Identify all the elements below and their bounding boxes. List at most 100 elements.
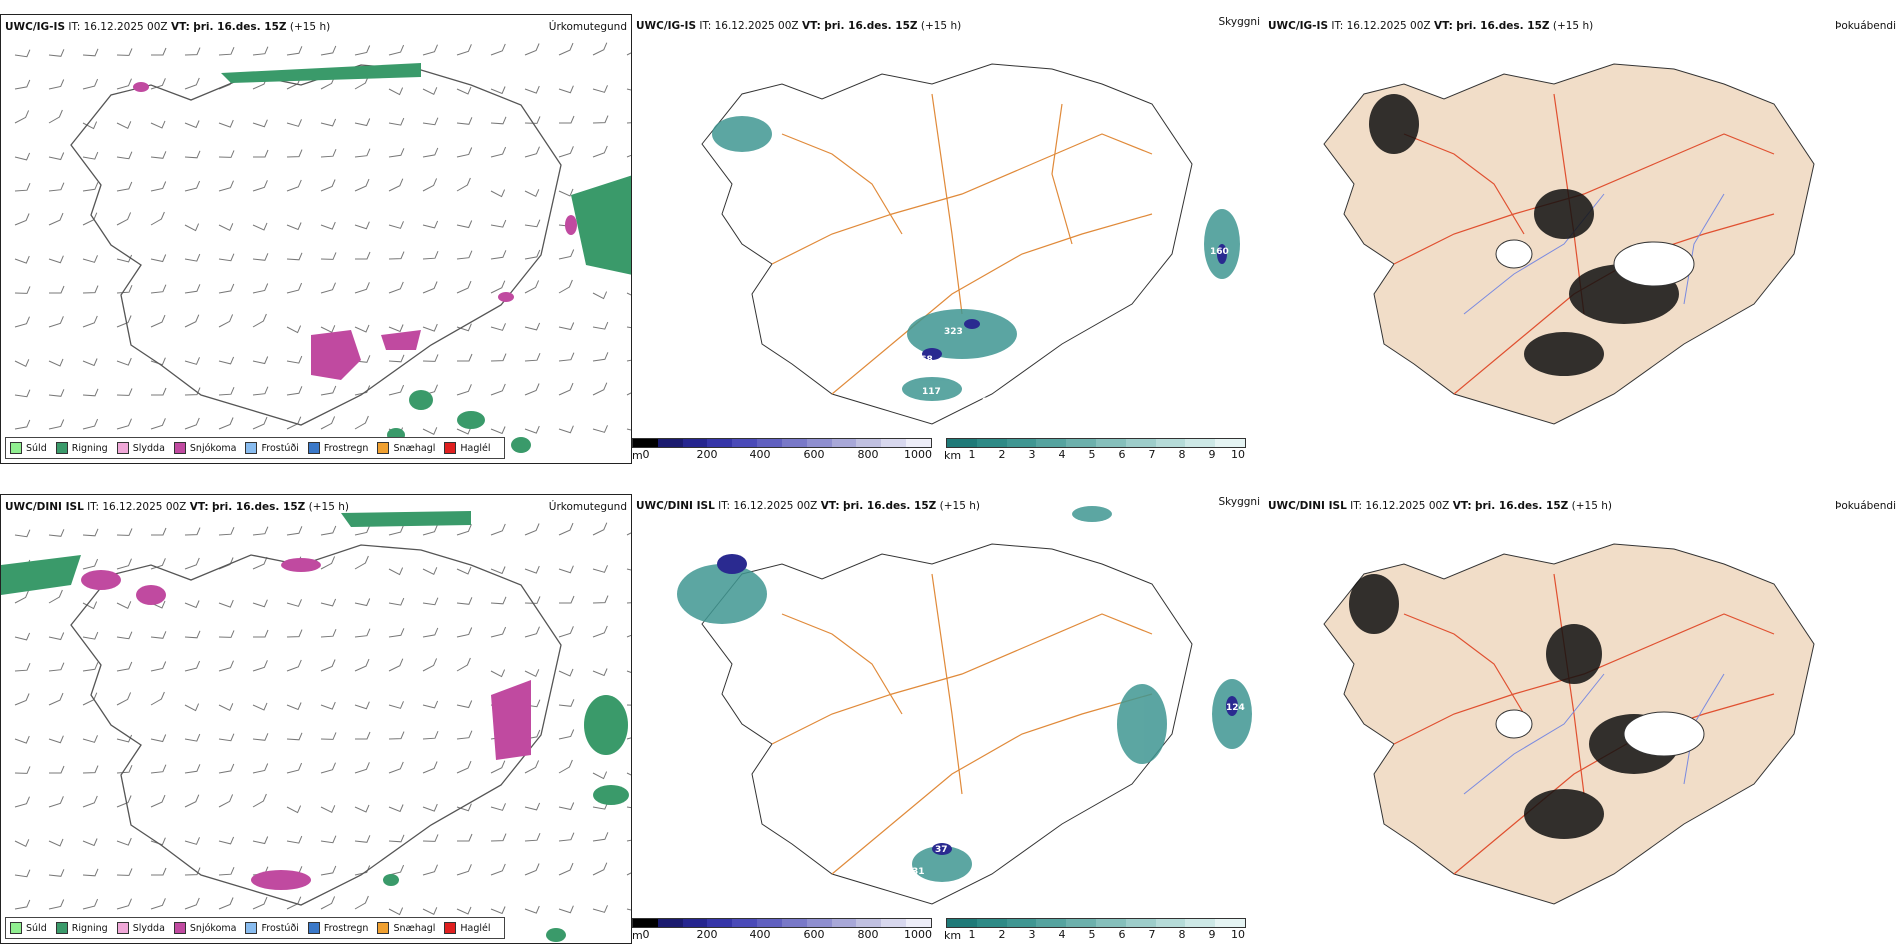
precip-panel-bottom: UWC/DINI ISL IT: 16.12.2025 00Z VT: þri.… (0, 494, 632, 944)
wind-barb (626, 634, 631, 638)
wind-barb (388, 281, 404, 294)
wind-barb (14, 286, 31, 294)
wind-barb (218, 867, 235, 876)
wind-barb (150, 418, 166, 430)
wind-barb (626, 908, 631, 911)
wind-barb (14, 839, 30, 847)
ceiling-labels: 160 323 168 117 98 (914, 247, 1229, 407)
wind-barb (490, 426, 506, 435)
wind-barb (456, 384, 472, 396)
wind-barb (388, 834, 405, 843)
tick-label: 10 (1231, 448, 1245, 461)
wind-barb (626, 839, 631, 842)
wind-barb (252, 763, 269, 774)
wind-barb (150, 734, 167, 743)
wind-barb (592, 625, 608, 638)
wind-barb (286, 526, 303, 536)
wind-barb (626, 392, 631, 396)
wind-barb (116, 315, 132, 328)
wind-barb (218, 630, 235, 638)
wind-barb (456, 177, 471, 192)
wind-barb (422, 700, 439, 709)
tick-label: 6 (1118, 928, 1126, 941)
wind-barb (151, 47, 167, 56)
wind-barb (422, 761, 438, 774)
wind-barb (82, 212, 98, 226)
wind-barb (558, 862, 574, 876)
wind-barb (82, 631, 99, 640)
wind-barb (592, 291, 608, 300)
wind-barb (286, 149, 303, 158)
wind-barb (14, 389, 31, 398)
low-visibility-areas (712, 116, 1240, 401)
tick-label: 2 (998, 928, 1006, 941)
wind-barb (558, 832, 575, 842)
low-visibility-areas (677, 506, 1252, 882)
wind-barb (150, 181, 167, 192)
wind-barb (150, 898, 166, 910)
legend-item: Frostúði (245, 442, 299, 454)
wind-barb (626, 359, 631, 362)
tick-label: 7 (1148, 448, 1156, 461)
wind-barb (184, 387, 201, 396)
wind-barb (218, 703, 234, 711)
wind-barb (320, 701, 336, 710)
wind-barb (524, 523, 540, 536)
wind-barb (592, 115, 609, 124)
wind-barb (116, 528, 133, 536)
visibility-colorbar: 1 2 3 4 5 6 7 8 9 10 (946, 918, 1246, 942)
wind-barb (14, 152, 31, 161)
wind-barb (14, 590, 30, 604)
wind-barb (116, 558, 132, 570)
ceiling-label: 117 (922, 387, 941, 397)
wind-barb (354, 628, 371, 638)
tick-label: 1000 (904, 928, 932, 941)
wind-barb (626, 872, 631, 876)
panel-title: UWC/DINI ISL IT: 16.12.2025 00Z VT: þri.… (5, 501, 349, 513)
legend-item: Slydda (116, 442, 165, 454)
wind-barb (48, 632, 65, 641)
wind-barb (422, 147, 439, 158)
wind-barb (82, 662, 99, 672)
wind-barb (184, 557, 200, 570)
wind-barb (320, 732, 337, 740)
wind-barb (253, 629, 269, 638)
wind-barb (48, 529, 65, 537)
wind-barb (320, 45, 337, 56)
wind-barb (48, 358, 64, 367)
wind-barb (626, 806, 631, 809)
wind-barb (82, 315, 98, 328)
iceland-outline (701, 63, 1193, 425)
wind-barb (82, 558, 99, 570)
wind-barb (422, 567, 438, 575)
wind-barb (218, 119, 234, 128)
wind-barb (354, 555, 369, 570)
wind-barb (592, 565, 608, 573)
iceland-land (1323, 63, 1815, 425)
wind-barb (456, 426, 472, 435)
wind-barb (82, 182, 99, 192)
wind-barb (82, 528, 99, 537)
wind-barb (388, 221, 404, 229)
wind-barb (218, 314, 234, 328)
wind-barb (558, 42, 574, 56)
tick-label: 8 (1178, 928, 1186, 941)
wind-barb (150, 691, 165, 706)
wind-barb (524, 802, 541, 811)
wind-barb (524, 322, 541, 331)
wind-barb (388, 524, 405, 536)
wind-barb (354, 282, 370, 294)
wind-barb (354, 525, 371, 536)
wind-barb (116, 601, 132, 609)
wind-barb (14, 359, 30, 367)
wind-barb (48, 589, 63, 604)
ceiling-label: 323 (944, 327, 963, 337)
wind-barb (422, 323, 438, 332)
fog-map (1323, 543, 1815, 905)
iceland-outline (701, 543, 1193, 905)
wind-barb (490, 146, 507, 158)
wind-barb (388, 324, 404, 333)
wind-barb (354, 804, 370, 813)
tick-label: 5 (1088, 928, 1096, 941)
wind-barb (150, 284, 167, 294)
